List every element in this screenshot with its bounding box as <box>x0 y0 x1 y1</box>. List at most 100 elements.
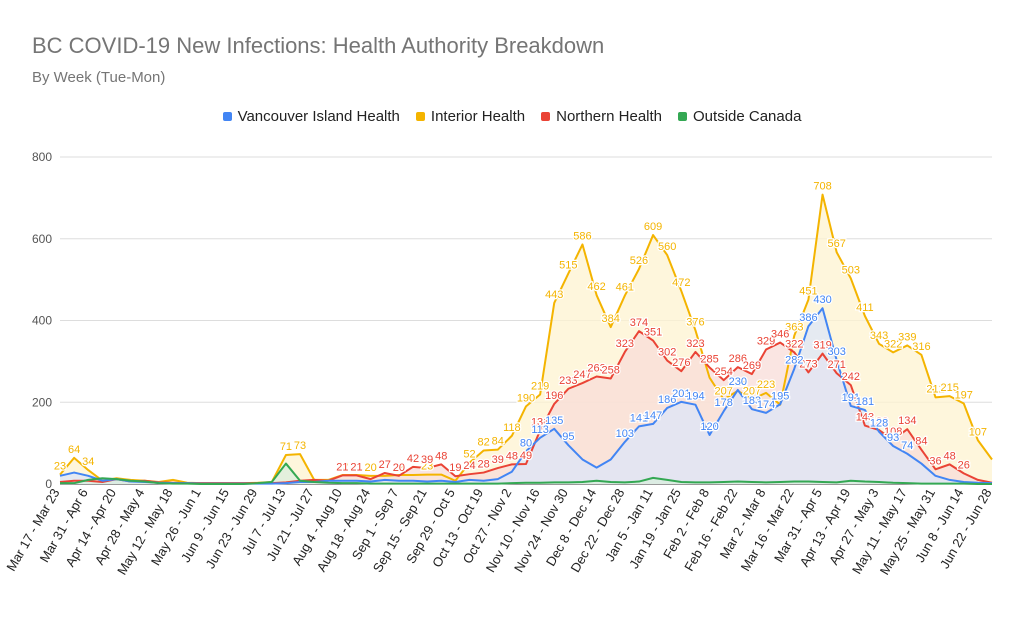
legend-label: Northern Health <box>556 108 663 125</box>
data-label: 93 <box>887 432 899 444</box>
data-label: 132 <box>870 416 888 428</box>
data-label: 39 <box>492 454 504 466</box>
data-label: 708 <box>813 181 831 193</box>
data-label: 23 <box>421 461 433 473</box>
data-label: 108 <box>884 426 902 438</box>
data-label: 263 <box>587 362 605 374</box>
data-label: 351 <box>644 327 662 339</box>
data-label: 515 <box>559 259 577 271</box>
legend-swatch-yellow <box>415 112 425 121</box>
data-label: 113 <box>531 424 549 436</box>
data-label: 258 <box>602 365 620 377</box>
data-label: 178 <box>715 397 733 409</box>
data-label: 71 <box>280 441 292 453</box>
data-label: 503 <box>842 264 860 276</box>
data-label: 201 <box>672 388 690 400</box>
data-label: 430 <box>813 294 831 306</box>
y-tick-label: 0 <box>45 477 52 491</box>
data-label: 302 <box>658 347 676 359</box>
data-label: 73 <box>294 440 306 452</box>
data-label: 247 <box>573 369 591 381</box>
data-label: 586 <box>573 230 591 242</box>
data-label: 462 <box>587 281 605 293</box>
legend-label: Vancouver Island Health <box>237 108 400 125</box>
data-label: 194 <box>686 391 704 403</box>
data-label: 186 <box>658 394 676 406</box>
line-outside-canada <box>60 462 992 485</box>
data-label: 84 <box>915 436 927 448</box>
legend-item-vancouver-island[interactable]: Vancouver Island Health <box>222 108 400 125</box>
data-label: 135 <box>545 415 563 427</box>
data-label: 451 <box>799 286 817 298</box>
data-label: 323 <box>616 338 634 350</box>
data-label: 228 <box>729 377 747 389</box>
data-label: 194 <box>771 391 789 403</box>
data-label: 195 <box>771 390 789 402</box>
y-tick-label: 800 <box>32 150 52 164</box>
data-label: 386 <box>799 312 817 324</box>
data-label: 27 <box>379 459 391 471</box>
data-label: 84 <box>492 436 504 448</box>
legend: Vancouver Island Health Interior Health … <box>0 108 1024 125</box>
data-label: 191 <box>842 392 860 404</box>
data-label: 233 <box>559 375 577 387</box>
data-label: 95 <box>562 431 574 443</box>
legend-item-northern[interactable]: Northern Health <box>541 108 662 125</box>
data-label: 212 <box>926 383 944 395</box>
data-label: 181 <box>856 396 874 408</box>
area-vancouver-island-health <box>60 308 992 484</box>
data-label: 174 <box>757 399 775 411</box>
chart-subtitle: By Week (Tue-Mon) <box>32 69 166 86</box>
data-label: 39 <box>421 454 433 466</box>
legend-label: Outside Canada <box>693 108 802 125</box>
data-label: 346 <box>771 329 789 341</box>
data-label: 20 <box>393 462 405 474</box>
data-label: 286 <box>729 353 747 365</box>
data-label: 384 <box>602 313 620 325</box>
data-label: 19 <box>449 462 461 474</box>
data-label: 282 <box>785 355 803 367</box>
data-label: 219 <box>531 380 549 392</box>
data-label: 22 <box>336 461 348 473</box>
data-label: 322 <box>884 338 902 350</box>
data-label: 21 <box>350 461 362 473</box>
legend-label: Interior Health <box>430 108 526 125</box>
data-label: 269 <box>743 360 761 372</box>
data-label: 329 <box>757 336 775 348</box>
data-label: 363 <box>785 322 803 334</box>
data-label: 20 <box>365 462 377 474</box>
data-label: 28 <box>478 459 490 471</box>
data-label: 271 <box>827 359 845 371</box>
data-label: 526 <box>630 255 648 267</box>
data-label: 183 <box>743 395 761 407</box>
data-label: 609 <box>644 221 662 233</box>
data-label: 118 <box>503 422 521 434</box>
data-label: 472 <box>672 277 690 289</box>
data-label: 215 <box>940 382 958 394</box>
legend-item-interior[interactable]: Interior Health <box>415 108 526 125</box>
data-label: 49 <box>520 450 532 462</box>
data-label: 22 <box>393 461 405 473</box>
data-label: 343 <box>870 330 888 342</box>
data-label: 207 <box>715 385 733 397</box>
data-label: 273 <box>799 358 817 370</box>
data-label: 80 <box>520 437 532 449</box>
area-outside-canada <box>60 463 992 484</box>
data-label: 376 <box>686 316 704 328</box>
data-label: 567 <box>827 238 845 250</box>
data-label: 26 <box>958 459 970 471</box>
data-label: 36 <box>929 455 941 467</box>
data-label: 24 <box>463 460 475 472</box>
data-label: 443 <box>545 289 563 301</box>
data-label: 560 <box>658 241 676 253</box>
legend-item-outside-canada[interactable]: Outside Canada <box>678 108 801 125</box>
data-label: 323 <box>686 338 704 350</box>
data-label: 319 <box>813 340 831 352</box>
data-label: 48 <box>435 450 447 462</box>
data-label: 303 <box>827 346 845 358</box>
data-label: 48 <box>506 450 518 462</box>
data-label: 48 <box>944 450 956 462</box>
legend-swatch-green <box>678 112 688 121</box>
data-label: 107 <box>969 426 987 438</box>
